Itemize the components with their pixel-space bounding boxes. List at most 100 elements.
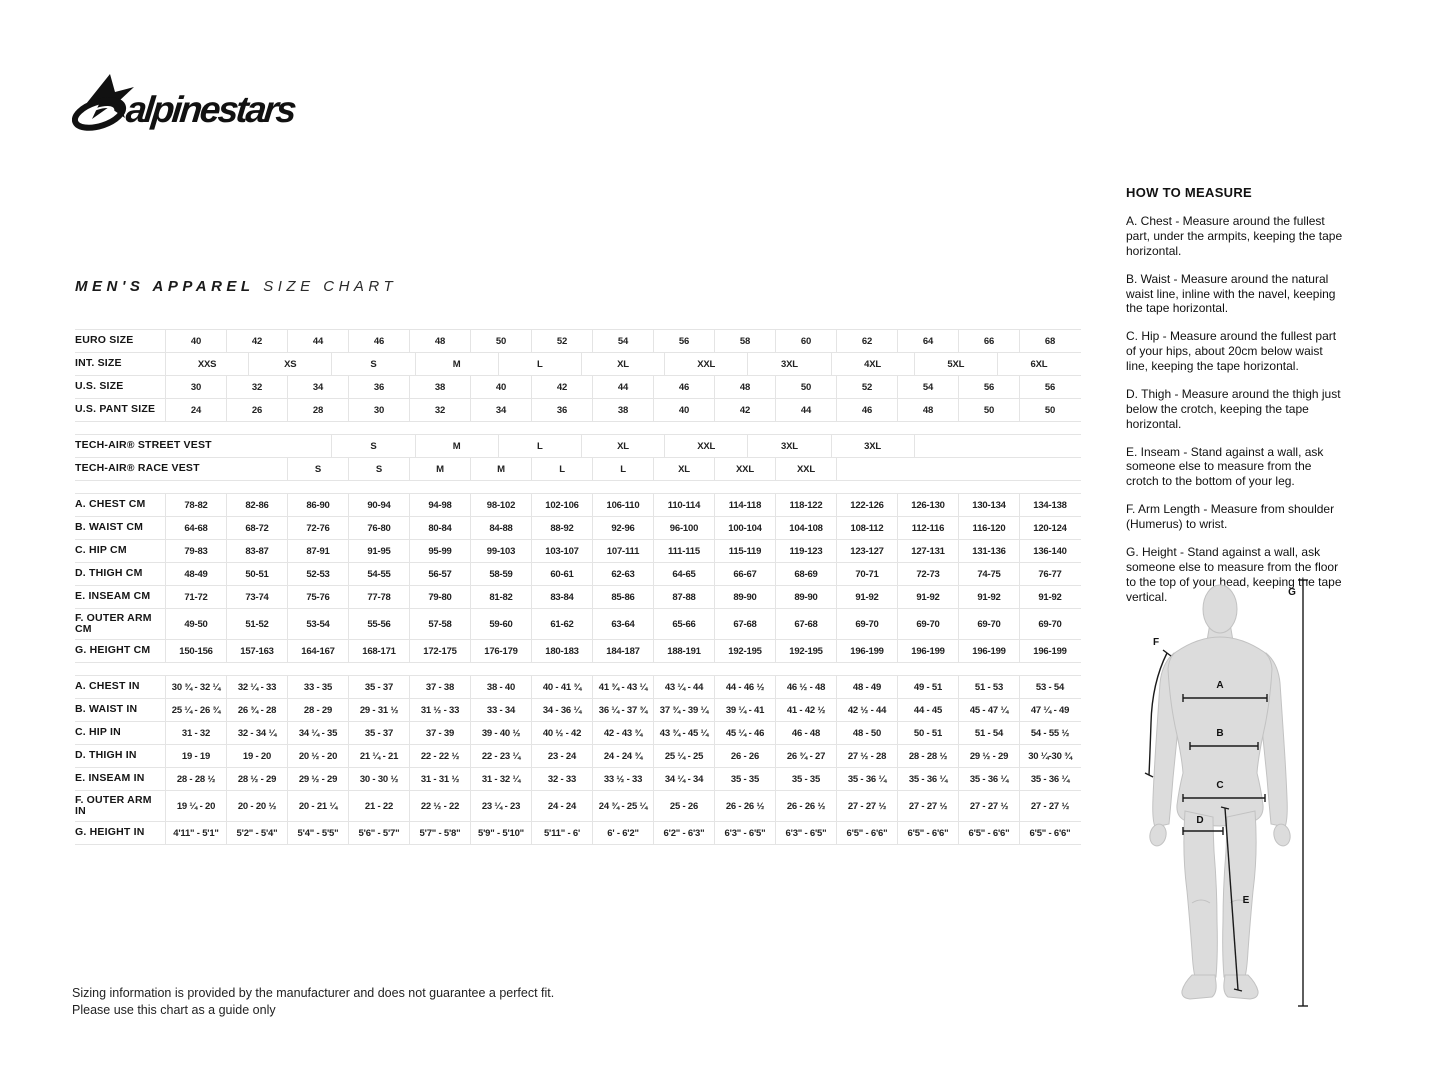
figure-label-d: D	[1196, 815, 1203, 826]
size-cell: 106-110	[592, 494, 653, 516]
size-cell: 20 - 21 ¼	[287, 791, 348, 821]
size-cell: 6'2" - 6'3"	[653, 822, 714, 844]
figure-label-c: C	[1216, 780, 1223, 791]
table-row-inseam-cm: E. INSEAM CM 71-72 73-74 75-76 77-78 79-80 81-…	[75, 586, 1081, 609]
size-cell: 3XL	[830, 435, 914, 457]
table-row-chest-cm: A. CHEST CM 78-82 82-86 86-90 90-94 94-98 98-1…	[75, 493, 1081, 517]
figure-label-a: A	[1216, 680, 1223, 691]
size-cell: 35 - 35	[775, 768, 836, 790]
size-cell: XL	[580, 353, 664, 375]
size-cell: 54-55	[348, 563, 409, 585]
size-cell: 33 ½ - 33	[592, 768, 653, 790]
size-cell: 87-88	[653, 586, 714, 608]
table-gap	[75, 663, 1081, 675]
size-cell: 42	[226, 330, 287, 352]
size-cell: 196-199	[836, 640, 897, 662]
size-cell: 37 ¾ - 39 ¼	[653, 699, 714, 721]
row-label-waist-in: B. WAIST IN	[75, 703, 138, 716]
size-cell: 196-199	[958, 640, 1019, 662]
size-cell: 35 - 36 ¼	[1019, 768, 1080, 790]
size-cell: 55-56	[348, 609, 409, 639]
row-label-chest-cm: A. CHEST CM	[75, 498, 146, 511]
size-cell: 25 ¼ - 25	[653, 745, 714, 767]
size-cell: 112-116	[897, 517, 958, 539]
size-cell: 77-78	[348, 586, 409, 608]
size-cell: 56	[958, 376, 1019, 398]
size-cell: 3XL	[747, 435, 830, 457]
size-cell: 32 ¼ - 33	[226, 676, 287, 698]
size-cell: 85-86	[592, 586, 653, 608]
figure-label-e: E	[1243, 895, 1250, 906]
size-cell: 60	[775, 330, 836, 352]
size-cell: 41 ¾ - 43 ¼	[592, 676, 653, 698]
size-cell: 34 - 36 ¼	[531, 699, 592, 721]
table-row-euro-size: EURO SIZE 40 42 44 46 48 50 52 54 56 58 60 62 64 66 68	[75, 329, 1081, 353]
size-cell: 68-69	[775, 563, 836, 585]
size-cell: 44	[287, 330, 348, 352]
size-cell: 26 ¾ - 27	[775, 745, 836, 767]
size-cell: 6'5" - 6'6"	[836, 822, 897, 844]
size-cell: 33 - 35	[287, 676, 348, 698]
size-cell: 5'11" - 6'	[531, 822, 592, 844]
size-cell: 33 - 34	[470, 699, 531, 721]
size-cell: 54 - 55 ½	[1019, 722, 1080, 744]
size-cell: 35 - 37	[348, 722, 409, 744]
page-title: MEN'S APPAREL SIZE CHART	[75, 278, 397, 295]
size-cell: 47 ¼ - 49	[1019, 699, 1080, 721]
size-cell: 99-103	[470, 540, 531, 562]
size-cell: 172-175	[409, 640, 470, 662]
size-cell: 180-183	[531, 640, 592, 662]
size-cell: 35 - 37	[348, 676, 409, 698]
size-cell: 100-104	[714, 517, 775, 539]
table-row-hip-cm: C. HIP CM 79-83 83-87 87-91 91-95 95-99 99-103…	[75, 540, 1081, 563]
size-cell: 92-96	[592, 517, 653, 539]
size-cell: 192-195	[714, 640, 775, 662]
size-cell: 30 ¾ - 32 ¼	[165, 676, 226, 698]
size-cell: 54	[592, 330, 653, 352]
size-cell: 44 - 45	[897, 699, 958, 721]
size-cell: 91-92	[1019, 586, 1080, 608]
size-cell: M	[414, 353, 498, 375]
size-cell	[226, 458, 287, 480]
size-cell: 26 ¾ - 28	[226, 699, 287, 721]
size-cell: 110-114	[653, 494, 714, 516]
size-cell: 42 - 43 ¾	[592, 722, 653, 744]
size-cell: 95-99	[409, 540, 470, 562]
size-cell: 150-156	[165, 640, 226, 662]
size-cell: 115-119	[714, 540, 775, 562]
size-cell: M	[470, 458, 531, 480]
size-cell: 27 - 27 ½	[1019, 791, 1080, 821]
size-cell: 31 ½ - 33	[409, 699, 470, 721]
logo-wordmark: alpinestars	[124, 88, 298, 130]
size-cell: 102-106	[531, 494, 592, 516]
table-row-waist-cm: B. WAIST CM 64-68 68-72 72-76 76-80 80-84 84-8…	[75, 517, 1081, 540]
size-cell: 34	[470, 399, 531, 421]
size-cell	[248, 435, 331, 457]
size-cell: 32	[409, 399, 470, 421]
size-cell: 32 - 33	[531, 768, 592, 790]
size-cell: 91-95	[348, 540, 409, 562]
size-cell: 96-100	[653, 517, 714, 539]
size-cell: 48-49	[165, 563, 226, 585]
row-label-height-in: G. HEIGHT IN	[75, 826, 145, 839]
size-cell: 23 - 24	[531, 745, 592, 767]
size-cell: L	[592, 458, 653, 480]
size-cell: 48	[409, 330, 470, 352]
how-to-measure-heading: HOW TO MEASURE	[1126, 185, 1253, 200]
size-cell	[958, 458, 1019, 480]
disclaimer-line-1: Sizing information is provided by the ma…	[72, 986, 555, 1000]
size-cell: 46	[653, 376, 714, 398]
size-cell: 24 - 24	[531, 791, 592, 821]
howto-item-g: G. Height - Stand against a wall, ask so…	[1126, 544, 1342, 604]
row-label-inseam-in: E. INSEAM IN	[75, 772, 145, 785]
table-row-outer-arm-in: F. OUTER ARM IN 19 ¼ - 20 20 - 20 ½ 20 - 21…	[75, 791, 1081, 822]
size-cell	[165, 435, 248, 457]
size-cell: 91-92	[897, 586, 958, 608]
size-cell: 76-80	[348, 517, 409, 539]
size-cell: 69-70	[897, 609, 958, 639]
size-cell: 68	[1019, 330, 1080, 352]
size-cell: 29 ½ - 29	[287, 768, 348, 790]
size-cell: 6'3" - 6'5"	[775, 822, 836, 844]
size-cell: 94-98	[409, 494, 470, 516]
